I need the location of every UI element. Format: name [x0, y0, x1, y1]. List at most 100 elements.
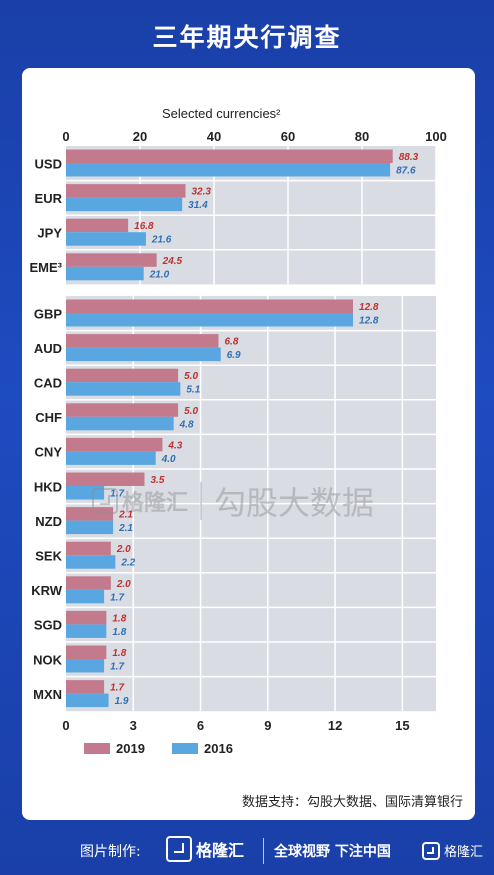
bar-2016-eur — [66, 197, 183, 212]
bar-2016-sek — [66, 555, 116, 569]
bar-2019-sek — [66, 541, 111, 556]
source-note: 数据支持：勾股大数据、国际清算银行 — [241, 795, 463, 810]
footer: 图片制作: 格隆汇 全球视野 下注中国 格隆汇 — [0, 832, 494, 872]
tick-label-1-2: 40 — [207, 129, 221, 144]
category-label-aud: AUD — [34, 341, 62, 356]
tick-label-2-3: 9 — [264, 718, 271, 733]
category-label-mxn: MXN — [33, 687, 62, 702]
data-label-2016-mxn: 1.9 — [115, 696, 129, 707]
data-label-2016-gbp: 12.8 — [359, 316, 379, 327]
data-label-2019-cny: 4.3 — [167, 440, 182, 451]
data-label-2016-cad: 5.1 — [186, 385, 200, 396]
legend-swatch-2019 — [84, 743, 110, 754]
bar-2019-krw — [66, 576, 111, 590]
category-label-usd: USD — [35, 156, 62, 171]
brand-logo-small-icon — [422, 841, 440, 860]
data-label-2016-krw: 1.7 — [110, 592, 124, 603]
data-label-2016-usd: 87.6 — [396, 166, 416, 177]
data-label-2019-hkd: 3.5 — [150, 475, 164, 486]
bar-2019-cad — [66, 368, 179, 383]
bar-2016-sgd — [66, 624, 107, 638]
data-label-2019-eme: 24.5 — [162, 256, 183, 267]
category-label-nzd: NZD — [35, 514, 62, 529]
bar-2019-usd — [66, 149, 393, 163]
category-label-sek: SEK — [35, 549, 62, 564]
data-label-2016-nok: 1.7 — [110, 662, 124, 673]
legend-swatch-2016 — [172, 743, 198, 754]
data-label-2019-sgd: 1.8 — [112, 613, 126, 624]
bar-2016-nzd — [66, 520, 114, 535]
brand-logo-icon — [166, 836, 192, 862]
data-label-2019-cad: 5.0 — [184, 371, 198, 382]
bar-2016-cny — [66, 451, 156, 465]
category-label-chf: CHF — [35, 410, 62, 425]
footer-slogan: 全球视野 下注中国 — [274, 844, 391, 860]
bar-2016-usd — [66, 163, 391, 177]
tick-label-1-0: 0 — [62, 129, 69, 144]
category-label-cny: CNY — [35, 445, 63, 460]
bar-2016-eme — [66, 266, 144, 281]
category-label-krw: KRW — [31, 583, 63, 598]
data-label-2019-krw: 2.0 — [116, 579, 131, 590]
tick-label-2-5: 15 — [395, 718, 409, 733]
chart-card: Selected currencies² 0 20 40 60 80 100 USD 88.3 8… — [22, 68, 475, 820]
bar-2019-eur — [66, 184, 186, 198]
category-label-jpy: JPY — [37, 226, 62, 241]
footer-brand: 格隆汇 — [166, 836, 244, 862]
bar-2019-nzd — [66, 507, 114, 521]
bar-2016-mxn — [66, 693, 109, 708]
bar-2019-chf — [66, 403, 179, 417]
tick-label-2-4: 12 — [328, 718, 342, 733]
bar-2016-gbp — [66, 313, 354, 327]
data-label-2019-aud: 6.8 — [224, 337, 238, 348]
bar-2016-jpy — [66, 232, 146, 246]
data-label-2019-sek: 2.0 — [116, 544, 131, 555]
bar-2019-sgd — [66, 610, 107, 625]
tick-label-2-2: 6 — [197, 718, 204, 733]
bar-2016-krw — [66, 589, 105, 604]
page-title: 三年期央行调查 — [152, 23, 342, 52]
bar-2019-cny — [66, 437, 163, 452]
tick-label-1-3: 60 — [281, 129, 295, 144]
data-label-2016-nzd: 2.1 — [118, 523, 133, 534]
category-label-sgd: SGD — [34, 618, 62, 633]
data-label-2019-usd: 88.3 — [399, 152, 419, 163]
category-label-nok: NOK — [33, 652, 63, 667]
category-label-gbp: GBP — [34, 306, 63, 321]
footer-brand-small: 格隆汇 — [422, 841, 483, 860]
data-label-2019-chf: 5.0 — [184, 406, 198, 417]
footer-divider — [263, 838, 264, 864]
bar-2016-cad — [66, 382, 181, 396]
category-label-eur: EUR — [35, 191, 63, 206]
data-label-2016-sgd: 1.8 — [112, 627, 126, 638]
category-label-eme: EME³ — [30, 260, 63, 275]
bar-2019-nok — [66, 645, 107, 659]
data-label-2019-gbp: 12.8 — [359, 302, 379, 313]
category-label-hkd: HKD — [34, 479, 62, 494]
bar-2019-hkd — [66, 472, 145, 486]
tick-label-2-1: 3 — [130, 718, 137, 733]
legend-label-2019: 2019 — [116, 741, 145, 756]
data-label-2019-jpy: 16.8 — [134, 221, 154, 232]
data-label-2016-eme: 21.0 — [149, 269, 170, 280]
data-label-2019-nzd: 2.1 — [118, 510, 133, 521]
category-label-cad: CAD — [34, 376, 62, 391]
bar-2019-jpy — [66, 218, 129, 233]
bar-2019-gbp — [66, 299, 354, 313]
tick-label-1-4: 80 — [355, 129, 369, 144]
data-label-2016-chf: 4.8 — [179, 419, 194, 430]
data-label-2019-mxn: 1.7 — [110, 683, 124, 694]
bar-2019-aud — [66, 334, 219, 348]
data-label-2019-nok: 1.8 — [112, 648, 126, 659]
legend-label-2016: 2016 — [204, 741, 233, 756]
chart-title: Selected currencies² — [162, 106, 281, 121]
data-label-2016-eur: 31.4 — [188, 200, 208, 211]
bar-2019-eme — [66, 253, 157, 267]
data-label-2016-aud: 6.9 — [227, 350, 241, 361]
bar-2016-aud — [66, 347, 221, 362]
data-label-2016-jpy: 21.6 — [151, 235, 172, 246]
tick-label-2-0: 0 — [62, 718, 69, 733]
data-label-2016-hkd: 1.7 — [110, 489, 124, 500]
footer-made-by: 图片制作: — [80, 844, 141, 860]
